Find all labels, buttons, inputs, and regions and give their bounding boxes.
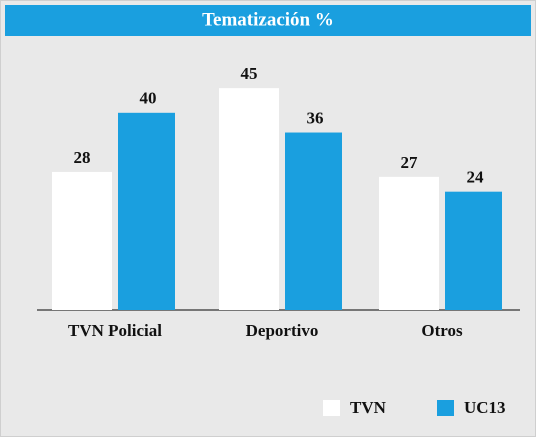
value-label: 45: [241, 64, 258, 83]
chart-title: Tematización %: [202, 9, 334, 30]
title-bar: [5, 5, 531, 36]
value-label: 27: [401, 153, 419, 172]
value-label: 40: [140, 89, 157, 108]
legend-swatch: [437, 400, 454, 416]
value-label: 28: [74, 148, 91, 167]
bar: [219, 88, 279, 311]
bar: [118, 112, 175, 310]
value-label: 36: [307, 108, 324, 127]
x-tick-label: Deportivo: [246, 321, 319, 340]
bar: [445, 191, 502, 310]
bar: [379, 176, 439, 310]
x-tick-label: TVN Policial: [68, 321, 162, 340]
value-label: 24: [467, 168, 485, 187]
legend-swatch: [323, 400, 340, 416]
bar: [52, 171, 112, 310]
legend-label: TVN: [350, 398, 387, 417]
legend-label: UC13: [464, 398, 506, 417]
bar: [285, 132, 342, 310]
x-tick-label: Otros: [421, 321, 463, 340]
